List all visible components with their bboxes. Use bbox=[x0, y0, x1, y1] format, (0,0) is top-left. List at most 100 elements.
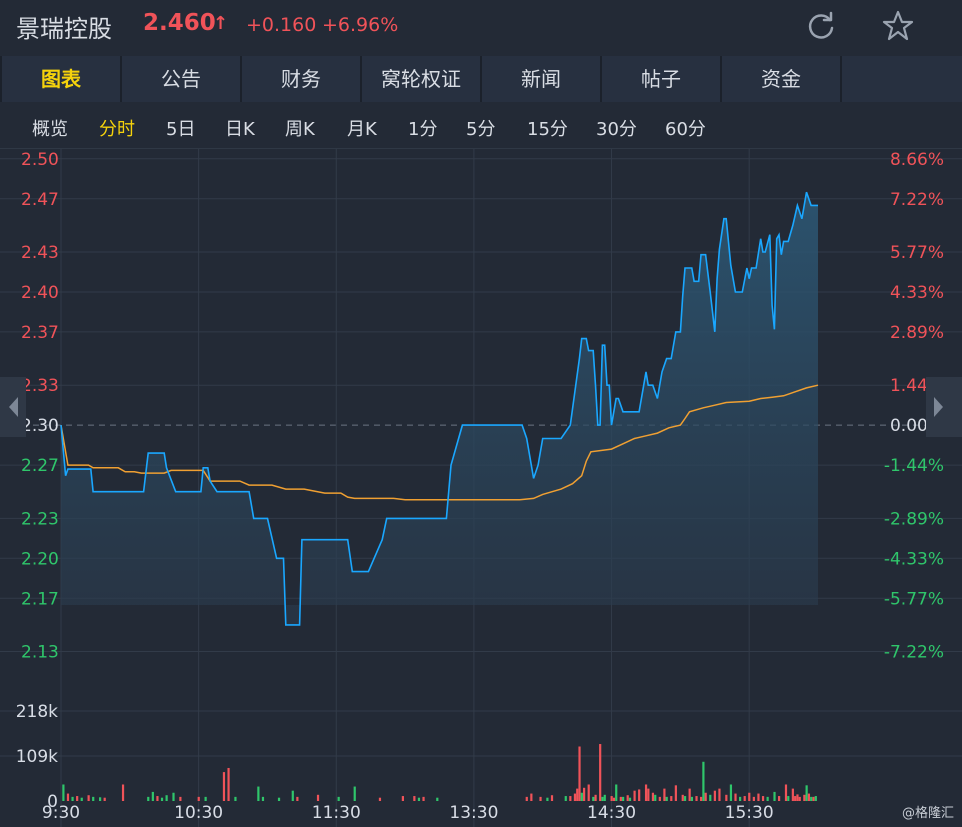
volume-bar bbox=[98, 797, 102, 801]
volume-bar bbox=[103, 797, 106, 801]
volume-bar bbox=[709, 794, 712, 801]
y-tick-right: -4.33% bbox=[884, 549, 944, 569]
volume-bar bbox=[739, 796, 742, 801]
volume-bar bbox=[654, 794, 657, 801]
volume-bar bbox=[576, 788, 579, 801]
volume-bar bbox=[422, 796, 425, 801]
volume-bar bbox=[599, 744, 602, 801]
volume-bar bbox=[807, 793, 811, 801]
tab-capital[interactable]: 资金 bbox=[722, 56, 840, 102]
y-tick-left: 2.40 bbox=[21, 283, 59, 303]
volume-bar bbox=[718, 788, 721, 801]
volume-bar bbox=[71, 796, 74, 801]
volume-bar bbox=[610, 796, 613, 801]
volume-bar bbox=[644, 784, 648, 801]
star-icon[interactable] bbox=[880, 8, 916, 44]
volume-bar bbox=[222, 772, 226, 801]
volume-bar bbox=[805, 785, 808, 801]
period-60min[interactable]: 60分 bbox=[665, 119, 706, 140]
volume-bar bbox=[316, 794, 320, 801]
price-change: +0.160 bbox=[246, 14, 317, 36]
volume-bar bbox=[601, 796, 604, 801]
volume-bar bbox=[578, 746, 581, 801]
volume-bar bbox=[688, 788, 691, 801]
volume-bar bbox=[121, 784, 125, 801]
volume-bar bbox=[619, 796, 622, 801]
x-tick: 11:30 bbox=[312, 803, 361, 823]
volume-bar bbox=[257, 786, 260, 801]
period-bar: 概览 分时 5日 日K 周K 月K 1分 5分 15分 30分 60分 bbox=[0, 104, 962, 148]
x-tick: 14:30 bbox=[587, 803, 636, 823]
volume-bar bbox=[704, 792, 707, 801]
volume-bar bbox=[261, 796, 265, 801]
period-15min[interactable]: 15分 bbox=[527, 119, 568, 140]
period-intraday[interactable]: 分时 bbox=[99, 119, 135, 140]
tab-empty bbox=[842, 56, 962, 102]
x-tick: 9:30 bbox=[42, 803, 80, 823]
y-tick-right: 2.89% bbox=[890, 323, 944, 343]
volume-bar bbox=[573, 793, 577, 801]
volume-bar bbox=[337, 796, 340, 801]
period-5day[interactable]: 5日 bbox=[166, 119, 196, 140]
volume-bar bbox=[681, 794, 684, 801]
chart-next-button[interactable] bbox=[926, 377, 962, 437]
volume-bar bbox=[713, 790, 716, 801]
volume-bar bbox=[773, 791, 776, 801]
period-overview[interactable]: 概览 bbox=[32, 119, 68, 140]
tab-warrants[interactable]: 窝轮权证 bbox=[362, 56, 480, 102]
period-30min[interactable]: 30分 bbox=[596, 119, 637, 140]
volume-bar bbox=[569, 796, 572, 801]
volume-bar bbox=[151, 791, 154, 801]
period-5min[interactable]: 5分 bbox=[466, 119, 496, 140]
y-tick-left: 2.20 bbox=[21, 549, 59, 569]
period-monthly-k[interactable]: 月K bbox=[347, 119, 377, 140]
tab-financials[interactable]: 财务 bbox=[242, 56, 360, 102]
volume-bar bbox=[66, 793, 70, 801]
x-tick: 13:30 bbox=[449, 803, 498, 823]
period-1min[interactable]: 1分 bbox=[408, 119, 438, 140]
volume-bar bbox=[622, 796, 625, 801]
volume-bar bbox=[633, 790, 636, 801]
volume-bar bbox=[603, 794, 606, 801]
volume-bar bbox=[683, 796, 687, 801]
volume-bar bbox=[165, 795, 168, 801]
y-tick-right: -1.44% bbox=[884, 456, 944, 476]
volume-bar bbox=[690, 796, 694, 801]
chart-prev-button[interactable] bbox=[0, 377, 26, 437]
volume-bar bbox=[810, 796, 813, 801]
y-tick-right: -5.77% bbox=[884, 589, 944, 609]
volume-bar bbox=[92, 796, 95, 801]
volume-bar bbox=[791, 788, 794, 801]
y-tick-left: 2.13 bbox=[21, 643, 59, 663]
volume-bar bbox=[674, 785, 677, 801]
tab-news[interactable]: 新闻 bbox=[482, 56, 600, 102]
y-tick-left: 2.37 bbox=[21, 323, 59, 343]
x-tick: 15:30 bbox=[725, 803, 774, 823]
volume-bar bbox=[734, 793, 737, 801]
volume-bar bbox=[798, 796, 801, 801]
refresh-icon[interactable] bbox=[804, 8, 840, 44]
tab-posts[interactable]: 帖子 bbox=[602, 56, 720, 102]
volume-bar bbox=[725, 794, 728, 801]
period-daily-k[interactable]: 日K bbox=[225, 119, 255, 140]
y-tick-left: 2.30 bbox=[21, 416, 59, 436]
last-price: 2.460 bbox=[143, 10, 216, 36]
volume-bar bbox=[277, 797, 281, 801]
volume-bar bbox=[757, 793, 760, 801]
volume-bar bbox=[784, 784, 788, 801]
period-weekly-k[interactable]: 周K bbox=[285, 119, 315, 140]
intraday-chart: 2.50 8.66% 2.47 7.22% 2.43 5.77% 2.40 4.33% 2.37… bbox=[0, 149, 962, 827]
volume-tick: 0 bbox=[47, 792, 58, 812]
volume-bar bbox=[413, 796, 416, 801]
volume-bar bbox=[587, 784, 590, 801]
volume-bar bbox=[748, 792, 751, 801]
y-tick-left: 2.23 bbox=[21, 509, 59, 529]
tab-announcements[interactable]: 公告 bbox=[122, 56, 240, 102]
volume-bar bbox=[234, 796, 237, 801]
volume-bar bbox=[592, 796, 595, 801]
volume-bar bbox=[401, 796, 404, 801]
tab-chart[interactable]: 图表 bbox=[2, 56, 120, 102]
volume-bar bbox=[197, 796, 200, 801]
y-tick-left: 2.43 bbox=[21, 243, 59, 263]
volume-bar bbox=[550, 795, 554, 801]
